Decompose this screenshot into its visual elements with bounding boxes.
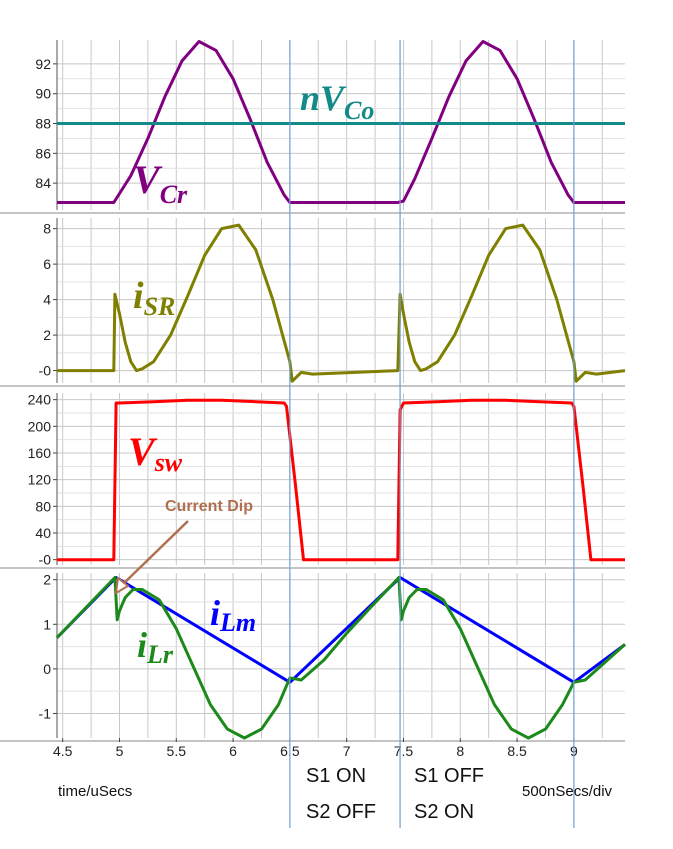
isr-label: iSR [133,275,175,321]
series-iSR [57,223,626,383]
y-tick-label: 88 [35,116,51,132]
y-tick-label: 92 [35,56,51,72]
nvco-label: nVCo [300,78,374,125]
y-tick-label: 84 [35,175,51,191]
ilm-label: iLm [210,593,256,637]
x-tick-label: 6 [229,743,237,759]
current-dip-annotation: Current Dip [165,498,253,515]
y-tick-label: 8 [43,221,51,237]
x-tick-label: 4.5 [53,743,73,759]
y-tick-label: 160 [28,445,52,461]
timescale-label: 500nSecs/div [522,783,613,800]
y-tick-label: 6 [43,256,51,272]
current-dip-arrow [120,520,189,587]
ilr-label: iLr [137,625,174,669]
state-s2-off: S2 OFF [306,801,376,823]
x-tick-label: 7 [343,743,351,759]
y-tick-label: 200 [28,418,52,434]
y-tick-label: 80 [35,498,51,514]
y-tick-label: 86 [35,145,51,161]
y-tick-label: 40 [35,525,51,541]
x-axis-label: time/uSecs [58,783,132,800]
y-tick-label: -1 [39,705,52,721]
y-tick-label: 2 [43,572,51,588]
current-dip-arrowhead [114,576,130,595]
series-iLr [55,576,627,740]
y-tick-label: -0 [39,363,52,379]
y-tick-label: 0 [43,661,51,677]
x-tick-label: 8 [456,743,464,759]
series-Vsw [57,398,625,562]
panel-iSR: 8 6 4 2 -0 [0,218,626,387]
y-tick-label: 240 [28,392,52,408]
state-s2-on: S2 ON [414,801,474,823]
x-tick-label: 5 [116,743,124,759]
series-VCr [57,40,625,204]
state-s1-on: S1 ON [306,765,366,787]
x-tick-label: 7.5 [394,743,414,759]
x-tick-label: 8.5 [507,743,527,759]
x-tick-label: 5.5 [167,743,187,759]
y-tick-label: -0 [39,552,52,568]
y-tick-label: 4 [43,292,51,308]
y-tick-label: 120 [28,472,52,488]
panel-Vsw: 240 200 160 120 80 40 -0 [0,392,625,569]
y-tick-label: 90 [35,86,51,102]
vcr-label: VCr [133,157,188,209]
panel-Vcr: 92 90 88 86 84 [0,40,625,214]
state-s1-off: S1 OFF [414,765,484,787]
y-tick-label: 2 [43,327,51,343]
y-tick-label: 1 [43,616,51,632]
panel-iLr_iLm: 210-14.555.566.577.588.59 [0,572,627,759]
vsw-label: Vsw [128,429,183,477]
